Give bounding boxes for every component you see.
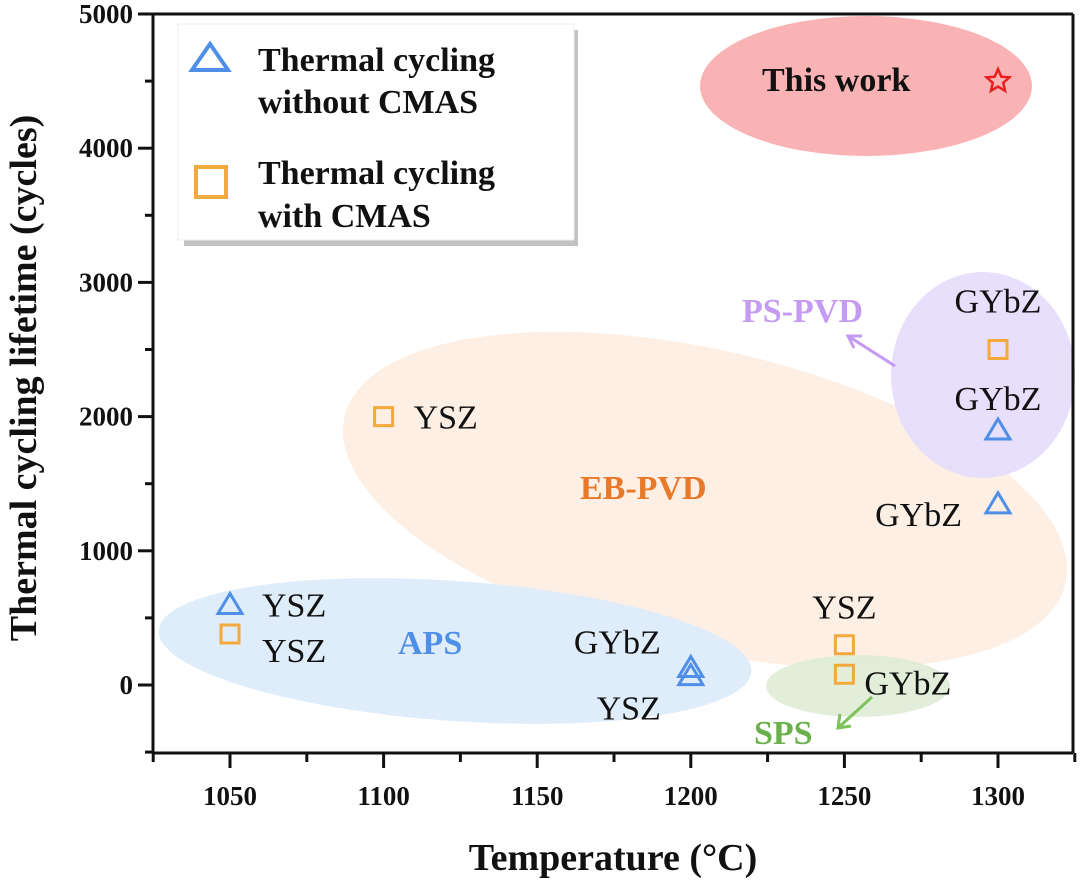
sps-arrow — [836, 695, 874, 730]
legend-label-without-cmas-line1: Thermal cycling — [258, 42, 495, 79]
y-tick-label: 2000 — [79, 402, 133, 432]
point-label: GYbZ — [955, 381, 1042, 418]
legend-box — [177, 23, 575, 241]
legend-label-with-cmas-line1: Thermal cycling — [258, 155, 495, 192]
x-axis-title: Temperature (°C) — [469, 837, 758, 879]
ticks-layer — [138, 12, 1077, 768]
triangle-marker — [676, 653, 706, 679]
tick-labels-layer: 1050 1100 1150 1200 1250 1300 0 1000 2000 3000 400… — [79, 0, 1025, 811]
points-layer — [215, 65, 1013, 687]
x-tick-label: 1300 — [971, 781, 1025, 811]
point-label: YSZ — [414, 400, 478, 437]
point-label: GYbZ — [875, 497, 962, 534]
square-marker — [219, 623, 241, 645]
point-labels-layer: YSZ GYbZ YSZ GYbZ GYbZ YSZ YSZ YSZ GYbZ GYbZ — [262, 284, 1041, 728]
point-label: GYbZ — [955, 284, 1042, 321]
triangle-marker — [983, 416, 1013, 441]
point-label: YSZ — [812, 590, 876, 627]
x-tick-label: 1250 — [817, 781, 871, 811]
region-pspvd — [891, 272, 1075, 478]
y-tick-label: 4000 — [79, 133, 133, 163]
region-label-aps: APS — [398, 625, 462, 662]
y-tick-label: 5000 — [79, 0, 133, 29]
region-label-pspvd: PS-PVD — [742, 293, 863, 330]
region-this-work — [700, 16, 1032, 156]
regions-layer — [158, 16, 1075, 724]
pspvd-arrow — [845, 334, 896, 368]
x-tick-label: 1100 — [357, 781, 410, 811]
y-tick-label: 3000 — [79, 267, 133, 297]
point-label: GYbZ — [864, 665, 951, 702]
point-label: YSZ — [262, 633, 326, 670]
triangle-marker — [676, 661, 706, 687]
square-marker — [833, 634, 855, 656]
triangle-icon — [188, 40, 232, 72]
square-icon — [194, 165, 228, 199]
star-icon — [983, 65, 1013, 94]
x-tick-label: 1200 — [664, 781, 718, 811]
square-marker — [987, 339, 1009, 360]
region-label-this-work: This work — [762, 62, 910, 99]
point-label: GYbZ — [574, 625, 661, 662]
x-tick-label: 1150 — [511, 781, 564, 811]
y-tick-label: 1000 — [79, 536, 133, 566]
point-label: YSZ — [597, 691, 661, 728]
square-marker — [373, 406, 395, 428]
square-marker — [833, 663, 855, 685]
y-tick-label: 0 — [120, 670, 134, 700]
region-aps — [158, 578, 752, 724]
legend-label-without-cmas-line2: without CMAS — [258, 84, 478, 121]
region-sps — [766, 655, 950, 717]
point-label: YSZ — [262, 587, 326, 624]
region-label-sps: SPS — [754, 715, 813, 752]
triangle-marker — [983, 489, 1013, 515]
x-tick-label: 1050 — [203, 781, 257, 811]
region-ebpvd — [342, 331, 1068, 669]
y-axis-title: Thermal cycling lifetime (cycles) — [3, 115, 45, 642]
region-label-ebpvd: EB-PVD — [580, 470, 707, 507]
legend-label-with-cmas-line2: with CMAS — [258, 198, 431, 235]
legend: Thermal cycling without CMAS Thermal cyc… — [177, 23, 578, 246]
triangle-marker — [215, 590, 245, 615]
